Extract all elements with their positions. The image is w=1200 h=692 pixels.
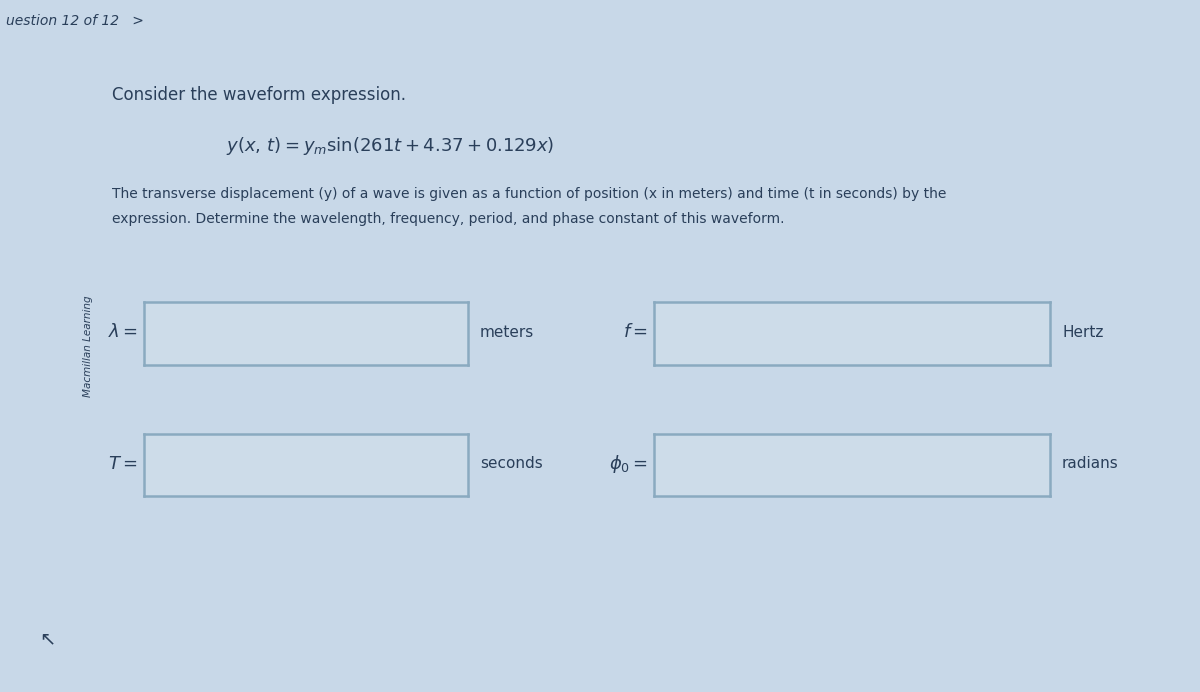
Text: $\nwarrow$: $\nwarrow$ [36, 630, 55, 650]
Text: radians: radians [1062, 456, 1118, 471]
Text: expression. Determine the wavelength, frequency, period, and phase constant of t: expression. Determine the wavelength, fr… [112, 212, 784, 226]
Text: seconds: seconds [480, 456, 542, 471]
Text: Hertz: Hertz [1062, 325, 1103, 340]
Text: $\lambda =$: $\lambda =$ [108, 323, 138, 341]
Text: $f =$: $f =$ [623, 323, 648, 341]
Text: $y(x,\, t) = y_m\mathrm{sin}(261t + 4.37 + 0.129x)$: $y(x,\, t) = y_m\mathrm{sin}(261t + 4.37… [226, 135, 554, 157]
Text: $\phi_0 =$: $\phi_0 =$ [608, 453, 648, 475]
Text: Consider the waveform expression.: Consider the waveform expression. [112, 86, 406, 104]
Text: The transverse displacement (y) of a wave is given as a function of position (x : The transverse displacement (y) of a wav… [112, 187, 946, 201]
Text: Macmillan Learning: Macmillan Learning [83, 295, 92, 397]
Text: meters: meters [480, 325, 534, 340]
Text: $T =$: $T =$ [108, 455, 138, 473]
Text: uestion 12 of 12   >: uestion 12 of 12 > [6, 14, 144, 28]
